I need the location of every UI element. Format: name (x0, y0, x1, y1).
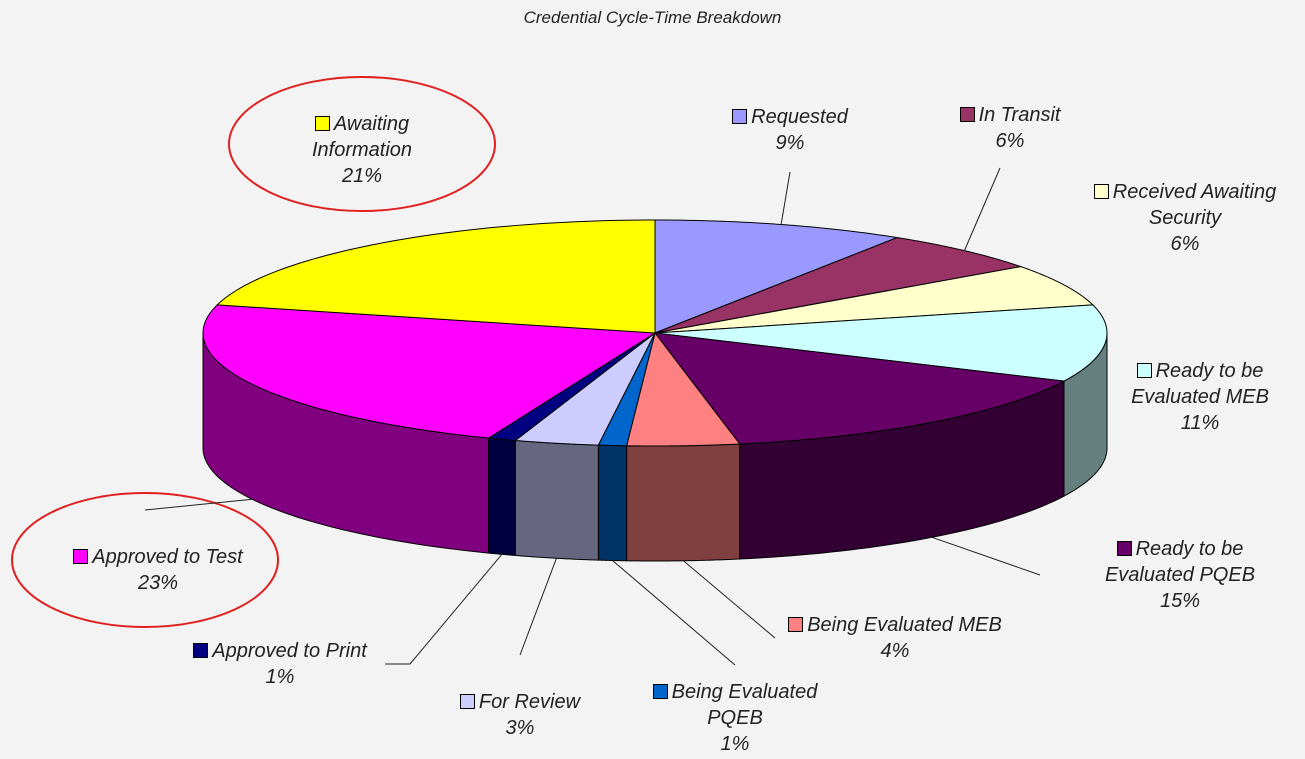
slice-name: Ready to be Evaluated PQEB (1104, 538, 1256, 586)
slice-percent: 6% (995, 130, 1025, 152)
slice (654, 237, 1023, 334)
slice-side (626, 443, 741, 562)
slice-percent: 11% (1180, 412, 1220, 434)
slice-percent: 9% (775, 132, 805, 154)
slice-label: Approved to Test 23% (28, 544, 288, 596)
slice (654, 219, 900, 334)
slice-name: Received Awaiting Security (1112, 181, 1277, 229)
slice-percent: 1% (265, 666, 295, 688)
slice-side (514, 439, 599, 561)
slice-percent: 6% (1170, 233, 1200, 255)
legend-swatch (459, 694, 475, 709)
slice-label: Being Evaluated PQEB 1% (625, 679, 845, 757)
legend-swatch (1116, 541, 1132, 556)
legend-swatch (1093, 184, 1109, 199)
leader-line (519, 558, 557, 656)
slice (487, 332, 656, 441)
slice-label: For Review 3% (430, 689, 610, 741)
slice (513, 332, 656, 446)
slice-label: Approved to Print 1% (160, 638, 400, 690)
slice-name: Approved to Print (212, 640, 367, 662)
slice-name: Being Evaluated MEB (807, 614, 1002, 636)
legend-swatch (732, 109, 748, 124)
slice-percent: 15% (1159, 590, 1201, 612)
slice (654, 266, 1094, 334)
slice (202, 304, 657, 439)
leader-line (931, 536, 1041, 576)
slice-name: In Transit (978, 104, 1061, 126)
slice-label: In Transit 6% (935, 102, 1085, 154)
slice-percent: 1% (720, 733, 750, 755)
legend-swatch (652, 684, 668, 699)
leader-line (612, 560, 736, 666)
leader-line (144, 498, 253, 511)
slice-name: For Review (478, 691, 581, 713)
slice-name: Awaiting Information (311, 113, 413, 161)
slice-percent: 4% (880, 640, 910, 662)
slice-percent: 3% (505, 717, 535, 739)
legend-swatch (788, 617, 804, 632)
chart-title: Credential Cycle-Time Breakdown (523, 8, 782, 27)
leader-line (963, 167, 1001, 251)
slice-percent: 23% (137, 572, 179, 594)
slice-name: Ready to be Evaluated MEB (1131, 360, 1269, 408)
legend-swatch (1136, 363, 1152, 378)
slice-label: Awaiting Information 21% (272, 111, 452, 189)
highlight-ellipse (228, 76, 496, 212)
slice-label: Requested 9% (710, 104, 870, 156)
slice-label: Being Evaluated MEB 4% (785, 612, 1005, 664)
slice-name: Requested (751, 106, 848, 128)
legend-swatch (314, 116, 330, 131)
legend-swatch (959, 107, 975, 122)
slice-label: Ready to be Evaluated PQEB 15% (1085, 536, 1275, 614)
leader-line (683, 560, 776, 639)
leader-line (385, 553, 503, 665)
slice-side (597, 444, 628, 562)
highlight-ellipse (11, 492, 279, 628)
slice (216, 219, 656, 334)
slice-label: Ready to be Evaluated MEB 11% (1105, 358, 1295, 436)
slice-label: Received Awaiting Security 6% (1070, 179, 1300, 257)
legend-swatch (193, 643, 209, 658)
legend-swatch (73, 549, 89, 564)
slice-percent: 21% (341, 165, 383, 187)
slice-side (488, 437, 516, 557)
slice (625, 331, 741, 447)
leader-line (780, 171, 791, 225)
slice-name: Approved to Test (92, 546, 243, 568)
slice-name: Being Evaluated PQEB (671, 681, 818, 729)
slice (654, 304, 1108, 382)
slice (653, 332, 1066, 445)
